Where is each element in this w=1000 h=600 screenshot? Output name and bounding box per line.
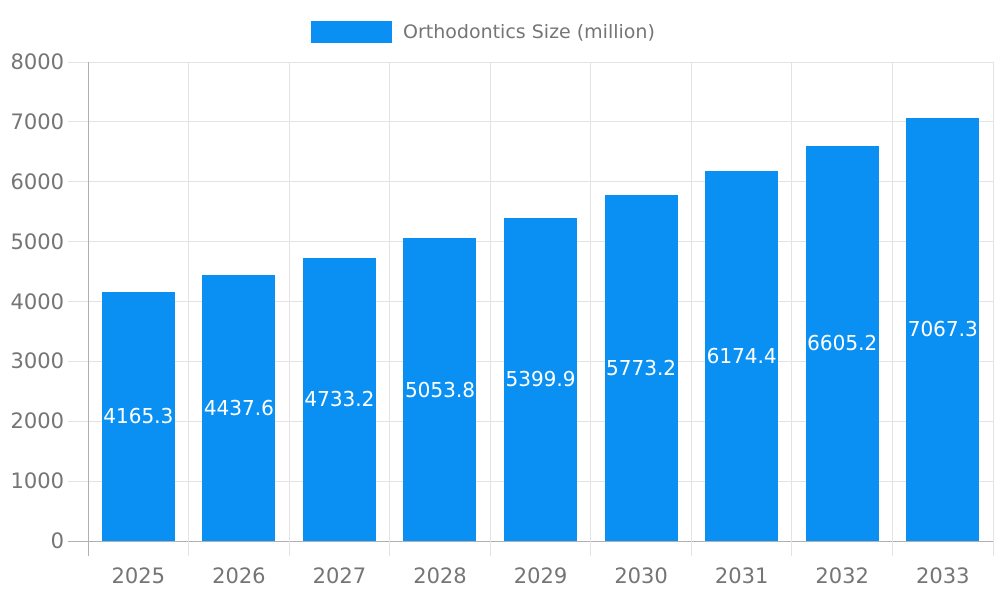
y-tick-label: 5000 <box>10 229 64 254</box>
bar-value-label: 4437.6 <box>203 396 274 421</box>
h-gridline <box>68 121 993 123</box>
v-gridline <box>891 62 893 556</box>
bar[interactable] <box>705 171 779 541</box>
v-gridline <box>791 62 793 556</box>
v-gridline <box>288 62 290 556</box>
v-gridline <box>992 62 994 556</box>
x-axis-line <box>68 540 993 542</box>
y-tick-label: 6000 <box>10 169 64 194</box>
x-tick-label: 2027 <box>312 564 367 588</box>
x-tick-label: 2029 <box>513 564 568 588</box>
bar[interactable] <box>906 117 980 541</box>
y-tick-label: 7000 <box>10 109 64 134</box>
y-tick-label: 3000 <box>10 349 64 374</box>
h-gridline <box>68 181 993 183</box>
bar[interactable] <box>805 145 879 541</box>
bar-value-label: 7067.3 <box>907 317 978 342</box>
y-tick-label: 1000 <box>10 469 64 494</box>
x-tick-label: 2026 <box>212 564 266 588</box>
bar[interactable] <box>202 275 276 541</box>
bar-value-label: 6605.2 <box>807 331 878 356</box>
x-tick-label: 2025 <box>111 564 165 588</box>
y-tick-label: 8000 <box>10 50 64 74</box>
v-gridline <box>690 62 692 556</box>
h-gridline <box>68 61 993 63</box>
x-tick-label: 2031 <box>714 564 769 588</box>
legend-swatch <box>311 21 392 43</box>
v-gridline <box>389 62 391 556</box>
y-axis-line <box>87 62 89 556</box>
bar-value-label: 6174.4 <box>706 344 777 369</box>
v-gridline <box>590 62 592 556</box>
bar-value-label: 5773.2 <box>606 356 677 381</box>
bar[interactable] <box>302 257 376 541</box>
bar[interactable] <box>604 195 678 541</box>
x-tick-label: 2033 <box>915 564 970 588</box>
v-gridline <box>489 62 491 556</box>
bar[interactable] <box>101 291 175 541</box>
y-tick-label: 0 <box>50 529 64 553</box>
legend-label: Orthodontics Size (million) <box>403 21 655 43</box>
x-tick-label: 2028 <box>413 564 467 588</box>
legend[interactable]: Orthodontics Size (million) <box>311 21 655 43</box>
bar-value-label: 5399.9 <box>505 367 576 392</box>
y-tick-label: 4000 <box>10 289 64 314</box>
bar-value-label: 5053.8 <box>404 377 475 402</box>
y-tick-label: 2000 <box>10 409 64 434</box>
x-tick-label: 2032 <box>815 564 869 588</box>
bar[interactable] <box>403 238 477 541</box>
bar-value-label: 4733.2 <box>304 387 375 412</box>
bar[interactable] <box>504 217 577 541</box>
bar-value-label: 4165.3 <box>103 404 174 429</box>
x-tick-label: 2030 <box>614 564 668 588</box>
v-gridline <box>188 62 190 556</box>
